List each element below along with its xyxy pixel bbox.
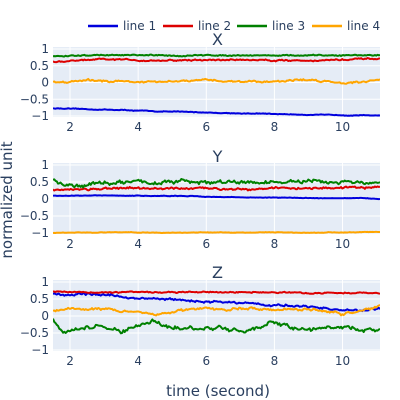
legend-label: line 4 [347, 19, 380, 33]
legend-label: line 3 [272, 19, 305, 33]
x-tick-label: 2 [66, 120, 74, 134]
x-tick-label: 6 [202, 354, 210, 368]
series-line-line-2 [53, 57, 380, 64]
x-tick-label: 6 [202, 120, 210, 134]
series-line-line-1 [53, 194, 380, 201]
subplot-z: −1 −0.5 0 0.5 1 2 4 6 8 10 Z [20, 263, 380, 368]
x-tick-label: 10 [335, 354, 350, 368]
y-tick-label: −0.5 [20, 326, 49, 340]
y-tick-label: 0 [41, 309, 49, 323]
y-tick-label: 1 [41, 275, 49, 289]
subplot-title: X [212, 30, 223, 49]
x-tick-label: 2 [66, 237, 74, 251]
legend-item-line-2[interactable]: line 2 [163, 19, 231, 33]
y-tick-label: 0.5 [30, 292, 49, 306]
subplot-y: −1 −0.5 0 0.5 1 2 4 6 8 10 Y [20, 147, 380, 251]
x-tick-label: 10 [335, 120, 350, 134]
series-line-line-3 [53, 318, 380, 335]
x-tick-label: 10 [335, 237, 350, 251]
legend-item-line-4[interactable]: line 4 [312, 19, 380, 33]
series-line-line-4 [53, 77, 380, 85]
legend: line 1 line 2 line 3 line 4 [88, 19, 380, 33]
series-line-line-4 [53, 303, 380, 317]
subplot-title: Y [212, 147, 223, 166]
y-tick-label: 0.5 [30, 175, 49, 189]
y-tick-label: −1 [31, 226, 49, 240]
legend-item-line-3[interactable]: line 3 [237, 19, 305, 33]
y-tick-label: −0.5 [20, 92, 49, 106]
y-tick-label: 1 [41, 158, 49, 172]
series-line-line-2 [53, 185, 380, 192]
y-tick-label: 0 [41, 192, 49, 206]
y-tick-label: 0.5 [30, 59, 49, 73]
y-tick-label: 0 [41, 76, 49, 90]
x-tick-label: 6 [202, 237, 210, 251]
series-line-line-3 [53, 178, 380, 189]
y-axis-title: normalized unit [0, 141, 16, 258]
series-line-line-3 [53, 53, 380, 58]
x-axis-title: time (second) [166, 382, 270, 400]
x-tick-label: 2 [66, 354, 74, 368]
x-tick-label: 8 [271, 354, 279, 368]
x-tick-label: 8 [271, 237, 279, 251]
series-line-line-1 [53, 107, 380, 117]
x-tick-label: 4 [134, 354, 142, 368]
subplot-panels: −1−0.500.512 4 6 8 10X−1−0.500.512 4 6 8 10Y−1−0… [20, 30, 380, 368]
legend-label: line 1 [123, 19, 156, 33]
series-line-line-2 [53, 290, 380, 295]
legend-item-line-1[interactable]: line 1 [88, 19, 156, 33]
y-tick-label: 1 [41, 42, 49, 56]
series-line-line-1 [53, 292, 380, 313]
legend-label: line 2 [198, 19, 231, 33]
x-tick-label: 4 [134, 120, 142, 134]
y-tick-label: −0.5 [20, 209, 49, 223]
subplot-x: −1 −0.5 0 0.5 1 2 4 6 8 10 X [20, 30, 380, 134]
subplot-title: Z [212, 263, 223, 282]
y-tick-label: −1 [31, 343, 49, 357]
series-line-line-4 [53, 230, 380, 235]
y-tick-label: −1 [31, 109, 49, 123]
x-tick-label: 4 [134, 237, 142, 251]
x-tick-label: 8 [271, 120, 279, 134]
